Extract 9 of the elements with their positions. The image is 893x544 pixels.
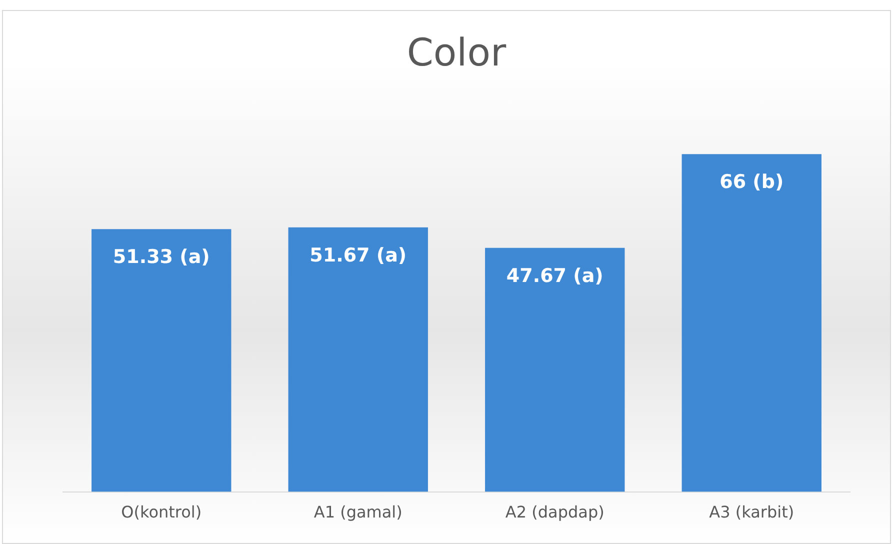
data-label: 47.67 (a) — [506, 264, 604, 287]
data-label: 51.67 (a) — [310, 244, 407, 266]
data-label: 66 (b) — [720, 171, 784, 194]
x-tick-label: A2 (dapdap) — [505, 502, 604, 522]
x-tick-label: A3 (karbit) — [709, 502, 794, 522]
x-tick-label: A1 (gamal) — [314, 502, 402, 522]
data-label: 51.33 (a) — [112, 246, 210, 268]
x-tick-label: O(kontrol) — [121, 502, 202, 522]
chart-title: Color — [406, 30, 506, 75]
